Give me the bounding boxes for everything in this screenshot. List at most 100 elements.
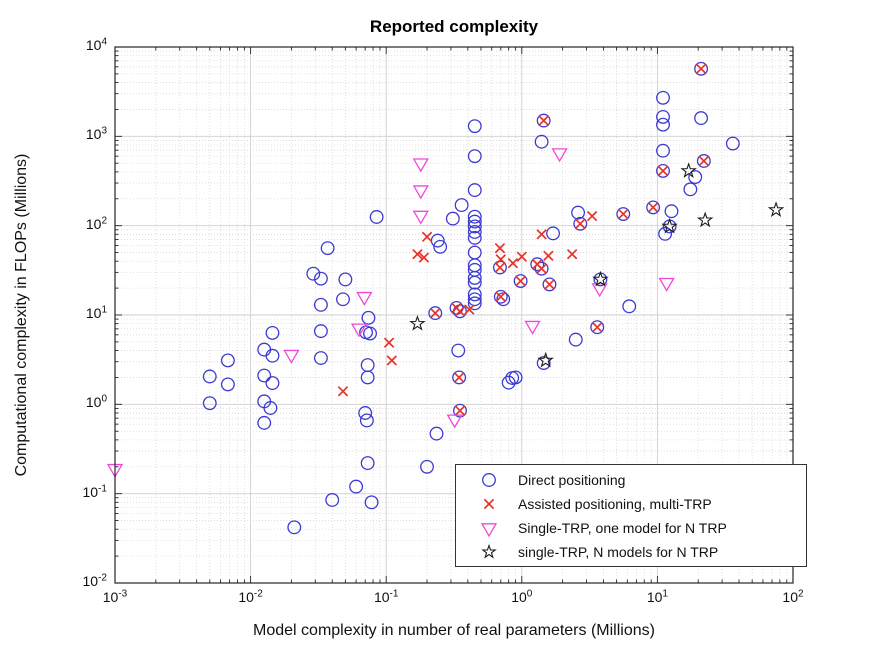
data-point-direct-positioning [534, 261, 549, 276]
legend-item-assisted-positioning: Assisted positioning, multi-TRP [456, 492, 806, 516]
legend: Direct positioning Assisted positioning,… [455, 464, 807, 567]
data-point-direct-positioning [202, 396, 217, 411]
data-point-single-trp-one-model [591, 283, 608, 298]
data-point-single-trp-one-model [446, 414, 463, 429]
data-point-direct-positioning [546, 226, 560, 241]
data-point-direct-positioning [696, 154, 711, 168]
x-axis-label: Model complexity in number of real param… [253, 622, 655, 639]
data-point-direct-positioning [656, 163, 670, 178]
data-point-direct-positioning [369, 210, 384, 224]
data-point-assisted-positioning-multi-trp [494, 242, 506, 254]
data-point-single-trp-one-model [350, 323, 368, 338]
x-tick-label: 10-3 [102, 588, 128, 605]
data-point-single-trp-one-model [658, 277, 675, 292]
data-point-direct-positioning [467, 292, 482, 307]
data-point-direct-positioning [257, 368, 272, 383]
y-tick-label: 103 [85, 125, 107, 143]
data-point-direct-positioning [420, 459, 434, 474]
data-point-direct-positioning [656, 117, 670, 132]
triangle-down-glyph [480, 523, 498, 538]
data-point-assisted-positioning-multi-trp [647, 202, 659, 213]
data-point-direct-positioning [573, 216, 588, 231]
data-point-assisted-positioning-multi-trp [566, 248, 578, 260]
data-point-single-trp-n-models [409, 314, 426, 331]
data-point-direct-positioning [694, 61, 709, 76]
x-tick-label: 102 [782, 588, 804, 605]
data-point-direct-positioning [360, 358, 375, 373]
data-point-assisted-positioning-multi-trp [453, 372, 465, 383]
data-point-direct-positioning [530, 257, 545, 272]
data-point-direct-positioning [467, 275, 482, 290]
data-point-direct-positioning [725, 136, 740, 151]
data-point-direct-positioning [467, 149, 482, 164]
data-point-direct-positioning [336, 292, 350, 307]
legend-item-direct-positioning: Direct positioning [456, 468, 806, 492]
data-point-direct-positioning [542, 277, 557, 292]
x-glyph [483, 498, 495, 510]
y-tick-label: 101 [85, 304, 107, 321]
data-point-assisted-positioning-multi-trp [538, 115, 549, 126]
data-point-assisted-positioning-multi-trp [536, 263, 547, 274]
data-point-direct-positioning [433, 239, 448, 254]
data-point-direct-positioning [571, 205, 586, 220]
y-tick-label: 102 [85, 215, 107, 232]
data-point-single-trp-one-model [524, 320, 541, 335]
data-point-direct-positioning [467, 287, 482, 302]
data-point-assisted-positioning-multi-trp [575, 218, 586, 229]
data-point-direct-positioning [287, 520, 302, 535]
data-point-assisted-positioning-multi-trp [464, 304, 475, 315]
data-point-direct-positioning [467, 296, 482, 311]
y-tick-label: 104 [85, 36, 107, 53]
data-point-single-trp-n-models [696, 211, 714, 228]
data-point-direct-positioning [467, 219, 482, 234]
data-point-single-trp-one-model [551, 148, 568, 163]
data-point-direct-positioning [658, 226, 673, 241]
data-point-direct-positioning [360, 370, 375, 385]
circle-marker-icon [482, 473, 496, 487]
data-point-assisted-positioning-multi-trp [421, 231, 433, 243]
data-point-assisted-positioning-multi-trp [386, 355, 398, 366]
legend-label: single-TRP, N models for N TRP [518, 544, 719, 560]
data-point-direct-positioning [428, 306, 443, 321]
data-point-single-trp-one-model [412, 210, 429, 225]
data-point-direct-positioning [313, 271, 328, 286]
legend-item-single-trp-n-models: single-TRP, N models for N TRP [456, 540, 806, 564]
data-point-direct-positioning [265, 376, 280, 391]
data-point-direct-positioning [361, 310, 376, 325]
data-point-direct-positioning [501, 375, 516, 390]
data-point-assisted-positioning-multi-trp [418, 252, 430, 263]
data-point-direct-positioning [496, 292, 511, 307]
data-point-assisted-positioning-multi-trp [543, 250, 554, 261]
data-point-direct-positioning [364, 495, 379, 510]
data-point-assisted-positioning-multi-trp [516, 251, 528, 262]
legend-item-single-trp-one-model: Single-TRP, one model for N TRP [456, 516, 806, 540]
data-point-direct-positioning [451, 343, 466, 358]
data-point-single-trp-n-models [537, 351, 554, 368]
data-point-single-trp-n-models [767, 201, 785, 217]
data-point-direct-positioning [688, 170, 703, 185]
data-point-direct-positioning [429, 426, 444, 441]
legend-label: Assisted positioning, multi-TRP [518, 496, 712, 512]
data-point-single-trp-one-model [283, 349, 300, 364]
data-point-assisted-positioning-multi-trp [454, 405, 466, 416]
data-point-direct-positioning [616, 207, 631, 221]
data-point-assisted-positioning-multi-trp [592, 322, 603, 333]
circle-glyph [482, 473, 496, 487]
data-point-direct-positioning [622, 299, 637, 314]
data-point-assisted-positioning-multi-trp [515, 275, 526, 287]
legend-label: Direct positioning [518, 472, 626, 488]
data-point-direct-positioning [358, 406, 373, 420]
data-point-direct-positioning [320, 241, 335, 256]
data-point-direct-positioning [536, 113, 551, 128]
star-glyph [481, 543, 497, 559]
data-point-assisted-positioning-multi-trp [618, 208, 629, 220]
data-point-single-trp-n-models [592, 270, 609, 287]
data-point-direct-positioning [508, 370, 523, 385]
star-marker-icon [481, 543, 497, 559]
data-point-direct-positioning [338, 272, 353, 287]
data-point-direct-positioning [534, 134, 549, 149]
data-point-assisted-positioning-multi-trp [695, 63, 707, 75]
data-point-direct-positioning [265, 325, 280, 340]
y-tick-label: 10-2 [82, 572, 107, 589]
